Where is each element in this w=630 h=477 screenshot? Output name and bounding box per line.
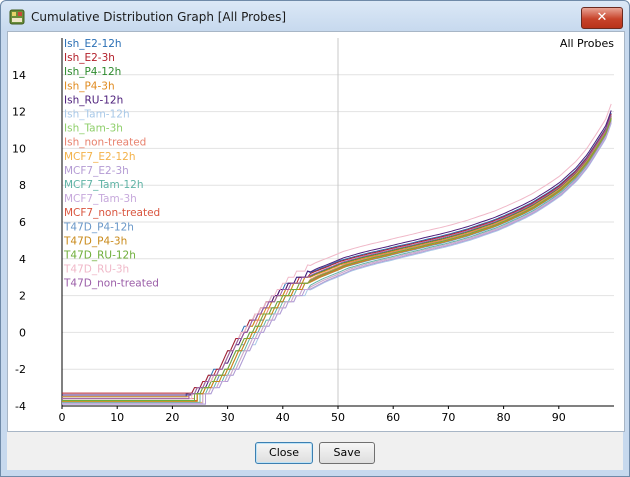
chart-title: All Probes (560, 37, 614, 50)
series-line (62, 112, 612, 398)
x-tick-label: 10 (110, 411, 124, 424)
legend-entry: T47D_P4-3h (63, 235, 127, 247)
window-close-button[interactable]: ✕ (581, 7, 623, 29)
series-line (62, 122, 612, 405)
legend-entry: Ish_RU-12h (64, 94, 123, 106)
x-tick-label: 0 (59, 411, 66, 424)
title-bar[interactable]: Cumulative Distribution Graph [All Probe… (1, 1, 629, 31)
y-tick-label: -4 (15, 400, 26, 413)
legend-entry: T47D_P4-12h (63, 221, 134, 233)
series-line (62, 120, 612, 403)
legend-entry: Ish_non-treated (64, 137, 146, 149)
legend-entry: MCF7_Tam-3h (64, 193, 137, 205)
y-tick-label: 6 (19, 216, 26, 229)
chart-area: -4 -2 0 2 4 6 8 10 12 14 0 10 20 30 40 50 60 70 80 90 All Pr… (7, 31, 625, 432)
x-tick-label: 80 (497, 411, 511, 424)
y-tick-label: 12 (12, 106, 26, 119)
series-line (62, 119, 612, 401)
x-tick-label: 40 (276, 411, 290, 424)
x-tick-label: 90 (552, 411, 566, 424)
save-button[interactable]: Save (319, 442, 375, 464)
window-title: Cumulative Distribution Graph [All Probe… (31, 10, 287, 24)
close-icon: ✕ (596, 10, 608, 25)
x-tick-label: 30 (221, 411, 235, 424)
legend-entry: MCF7_non-treated (64, 207, 160, 219)
y-tick-label: -2 (15, 363, 26, 376)
legend-entry: T47D_RU-3h (63, 264, 129, 276)
series-line (62, 123, 612, 405)
series-line (62, 113, 612, 394)
y-tick-label: 14 (12, 69, 26, 82)
legend-entry: Ish_Tam-12h (64, 109, 130, 121)
app-icon (9, 9, 25, 25)
legend-entry: Ish_E2-12h (64, 38, 122, 50)
series-line (62, 116, 612, 398)
x-tick-label: 70 (441, 411, 455, 424)
series-line (62, 103, 612, 400)
cumulative-distribution-chart: -4 -2 0 2 4 6 8 10 12 14 0 10 20 30 40 50 60 70 80 90 All Pr… (12, 37, 614, 424)
legend-entry: Ish_P4-12h (64, 66, 121, 78)
legend-entry: Ish_P4-3h (64, 80, 115, 92)
series-line (62, 115, 612, 400)
series-line (62, 118, 612, 401)
x-tick-label: 50 (331, 411, 345, 424)
legend-entry: MCF7_Tam-12h (64, 179, 144, 191)
y-tick-label: 8 (19, 179, 26, 192)
series-line (62, 110, 612, 396)
series-line (62, 118, 612, 402)
series-line (62, 114, 612, 400)
legend-entry: Ish_E2-3h (64, 52, 115, 64)
series-line (62, 116, 612, 400)
close-button[interactable]: Close (255, 442, 313, 464)
x-tick-label: 60 (386, 411, 400, 424)
y-tick-label: 2 (19, 290, 26, 303)
x-tick-label: 20 (165, 411, 179, 424)
y-tick-label: 4 (19, 253, 26, 266)
legend-entry: T47D_RU-12h (63, 250, 136, 262)
button-bar: Close Save (7, 432, 623, 470)
series-line (62, 121, 612, 404)
series-line (62, 117, 612, 401)
legend-entry: T47D_non-treated (63, 278, 159, 290)
y-tick-label: 0 (19, 326, 26, 339)
y-tick-label: 10 (12, 142, 26, 155)
legend-entry: MCF7_E2-3h (64, 165, 129, 177)
legend-entry: Ish_Tam-3h (64, 123, 123, 135)
legend-entry: MCF7_E2-12h (64, 151, 135, 163)
